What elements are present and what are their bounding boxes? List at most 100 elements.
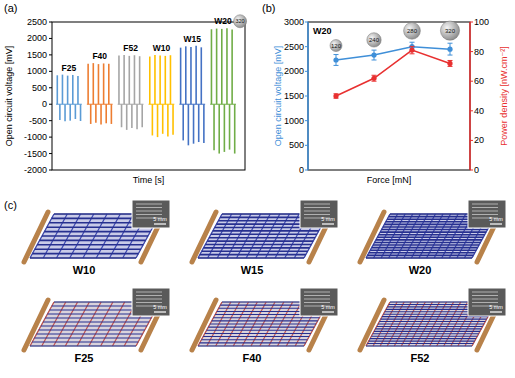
spike — [152, 104, 154, 135]
y-tick — [305, 22, 308, 23]
warp — [389, 214, 413, 258]
weft — [200, 342, 306, 343]
warp — [54, 302, 78, 346]
y2-tick — [470, 140, 473, 141]
weft — [198, 257, 304, 259]
spike — [224, 104, 226, 152]
inset-texture — [472, 204, 498, 205]
force-ball — [440, 21, 459, 40]
y-tick-label: 0 — [42, 99, 47, 109]
weft — [43, 321, 149, 322]
warp — [381, 214, 405, 258]
weft — [208, 327, 314, 328]
spike — [234, 104, 236, 153]
inset-texture — [136, 204, 162, 205]
scale-bar — [322, 311, 334, 312]
spike — [92, 63, 94, 104]
spike — [190, 47, 192, 104]
plot-frame — [52, 22, 245, 170]
illustration-label: F52 — [411, 352, 430, 364]
wood-bar — [24, 212, 48, 262]
wood-bar — [192, 300, 216, 350]
inset-texture — [304, 302, 330, 303]
error-cap — [372, 81, 377, 82]
spike — [72, 75, 74, 104]
scale-label: 5 mm — [489, 304, 503, 310]
spike — [185, 46, 187, 104]
spike — [157, 104, 159, 137]
y-tick — [49, 170, 52, 171]
weft — [373, 244, 479, 246]
inset-texture — [136, 292, 162, 293]
error-cap — [372, 75, 377, 76]
spike — [134, 55, 136, 104]
y-tick — [49, 38, 52, 39]
scale-bar — [154, 223, 166, 224]
y-tick-label: -2000 — [24, 165, 47, 175]
y-tick — [305, 120, 308, 121]
illustration-label: W10 — [73, 264, 96, 276]
scale-label: 5 mm — [321, 304, 335, 310]
weft — [366, 257, 472, 259]
weft — [369, 252, 475, 254]
force-ball — [404, 22, 421, 39]
marker — [447, 47, 452, 52]
panel-label: (c) — [4, 199, 17, 211]
spike — [126, 104, 128, 130]
y-tick — [49, 153, 52, 154]
weft — [201, 339, 307, 340]
inset-photo — [132, 200, 170, 228]
scale-label: 5 mm — [153, 304, 167, 310]
weft — [205, 244, 311, 246]
spike — [213, 104, 215, 150]
y-tick-label: 500 — [32, 83, 47, 93]
inset-texture — [136, 302, 162, 303]
error-cap — [410, 53, 415, 54]
error-cap — [410, 42, 415, 43]
y-tick-label: 1000 — [27, 66, 47, 76]
warp — [442, 214, 466, 258]
illustration-label: F25 — [75, 352, 94, 364]
spike — [211, 29, 213, 104]
marker — [333, 93, 338, 98]
spike — [56, 75, 58, 104]
inset-texture — [304, 299, 330, 300]
inset-texture — [472, 302, 498, 303]
weft — [44, 231, 150, 233]
spike — [216, 29, 218, 105]
marks — [56, 28, 236, 153]
inset-texture — [472, 292, 498, 293]
panel-label: (b) — [262, 2, 275, 14]
spike — [64, 104, 66, 121]
category-label: 240 — [369, 37, 380, 43]
y2-tick-label: 20 — [474, 135, 484, 145]
y-axis-title: Open circuit voltage [mV] — [273, 46, 283, 147]
marks — [333, 42, 452, 98]
warp — [77, 302, 101, 346]
spike — [123, 55, 125, 104]
y-tick-label: -1500 — [24, 149, 47, 159]
weft — [377, 236, 483, 238]
spike — [167, 104, 169, 136]
weft — [37, 244, 143, 246]
wood-bar — [360, 300, 384, 350]
series-label: W20 — [214, 16, 232, 26]
warp — [419, 214, 443, 258]
spike — [182, 104, 184, 140]
series-label: F25 — [62, 63, 77, 73]
plot-frame — [308, 22, 470, 170]
y-tick-label: 2500 — [27, 17, 47, 27]
spike — [103, 63, 105, 104]
scale-bar — [490, 223, 502, 224]
y2-tick-label: 80 — [474, 47, 484, 57]
inset-texture — [472, 295, 498, 296]
spike — [128, 56, 130, 104]
y-tick — [49, 104, 52, 105]
marker — [447, 61, 452, 66]
error-cap — [334, 65, 339, 66]
spike — [121, 104, 123, 127]
weft — [379, 234, 485, 236]
y2-tick-label: 40 — [474, 106, 484, 116]
force-ball — [330, 40, 342, 52]
y2-tick — [470, 51, 473, 52]
